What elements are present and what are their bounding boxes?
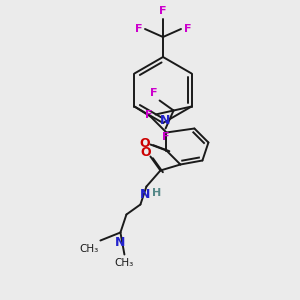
Text: F: F — [159, 6, 167, 16]
Text: N: N — [115, 236, 126, 250]
Text: N: N — [160, 115, 171, 128]
Text: F: F — [134, 24, 142, 34]
Text: F: F — [162, 131, 169, 142]
Text: N: N — [140, 188, 151, 200]
Text: O: O — [139, 137, 150, 150]
Text: F: F — [150, 88, 158, 98]
Text: H: H — [152, 188, 161, 197]
Text: CH₃: CH₃ — [115, 257, 134, 268]
Text: CH₃: CH₃ — [79, 244, 98, 254]
Text: F: F — [184, 24, 191, 34]
Text: F: F — [145, 110, 153, 119]
Text: O: O — [140, 146, 151, 159]
